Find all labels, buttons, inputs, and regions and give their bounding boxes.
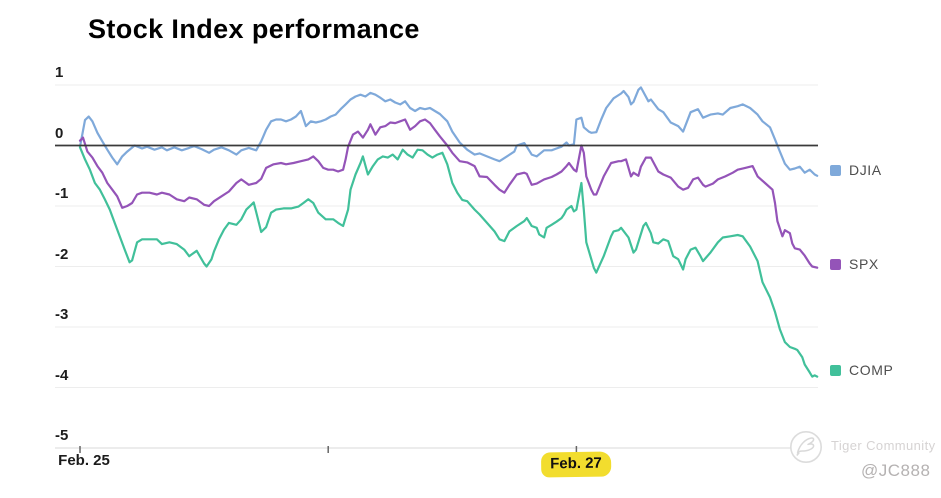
djia-color-swatch (830, 164, 841, 176)
comp-color-swatch (830, 364, 841, 376)
y-axis-label: -3 (55, 306, 69, 323)
y-axis-label: 0 (55, 124, 64, 142)
chart-title: Stock Index performance (88, 14, 420, 44)
y-axis-label: -2 (55, 245, 69, 263)
legend-item-djia: DJIA (830, 162, 882, 178)
series-line-djia (78, 86, 819, 177)
legend-item-comp: COMP (830, 362, 893, 378)
series-line-spx (78, 118, 819, 269)
y-axis-label: 1 (55, 64, 64, 81)
x-axis-label-feb25: Feb. 25 (58, 452, 110, 469)
x-axis-label-feb27: Feb. 27 (540, 451, 612, 478)
legend-label-comp: COMP (849, 362, 894, 378)
legend-label-djia: DJIA (849, 162, 882, 178)
spx-color-swatch (830, 258, 841, 270)
legend-label-spx: SPX (849, 256, 879, 272)
y-axis-label: -1 (55, 185, 69, 202)
y-axis-label: -4 (55, 366, 69, 384)
series-line-comp (78, 146, 819, 378)
highlighted-date-label: Feb. 27 (540, 451, 612, 478)
y-axis-label: -5 (55, 427, 69, 444)
legend-item-spx: SPX (830, 256, 879, 272)
